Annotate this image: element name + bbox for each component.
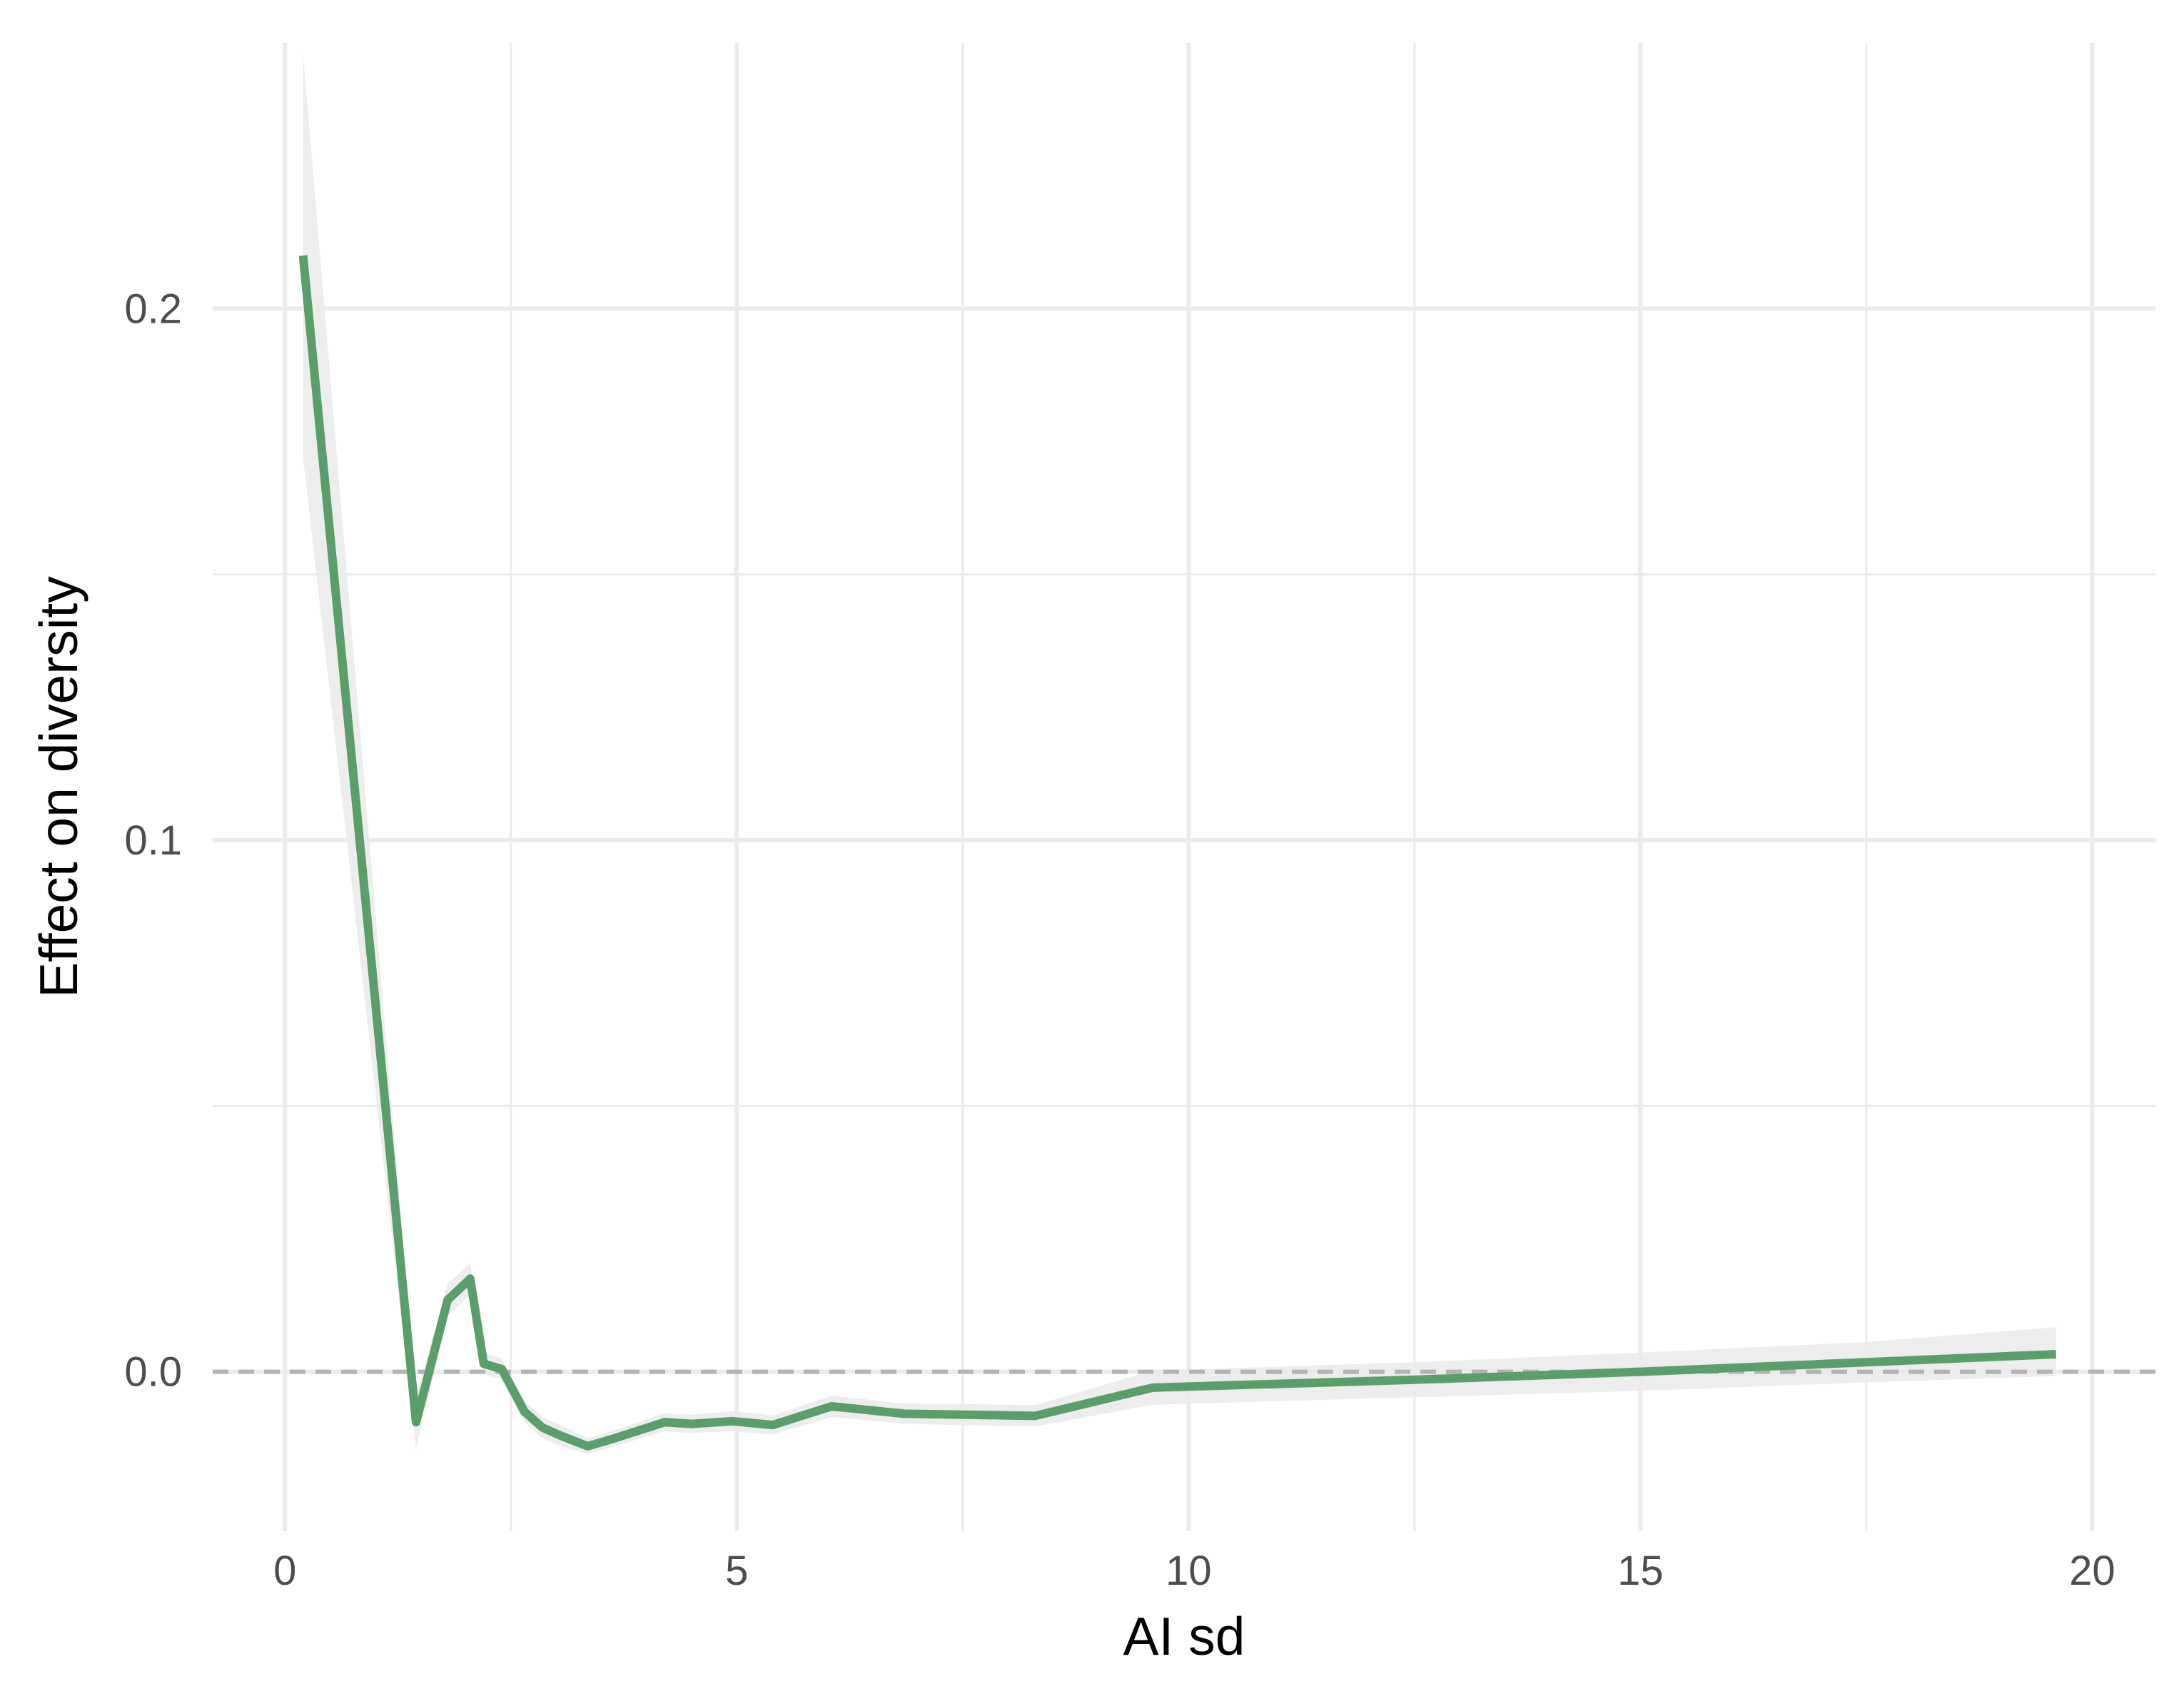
y-tick-label: 0.0 bbox=[124, 1349, 182, 1396]
y-axis-title: Effect on diversity bbox=[29, 576, 89, 998]
x-tick-label: 15 bbox=[1617, 1548, 1664, 1594]
series-line bbox=[298, 255, 2056, 1451]
y-tick-labels: 0.0 0.1 0.2 bbox=[124, 286, 182, 1395]
x-tick-labels: 0 5 10 15 20 bbox=[273, 1548, 2115, 1594]
x-tick-label: 20 bbox=[2069, 1548, 2115, 1594]
x-tick-label: 5 bbox=[725, 1548, 748, 1594]
y-tick-label: 0.1 bbox=[124, 817, 182, 864]
confidence-ribbon-layer bbox=[303, 53, 2056, 1454]
y-tick-label: 0.2 bbox=[124, 286, 182, 332]
x-tick-label: 10 bbox=[1166, 1548, 1212, 1594]
series-line-layer bbox=[298, 255, 2056, 1451]
x-axis-title: AI sd bbox=[1123, 1606, 1245, 1666]
grid-minor bbox=[213, 43, 2155, 1531]
confidence-ribbon bbox=[303, 53, 2056, 1454]
x-tick-label: 0 bbox=[273, 1548, 296, 1594]
grid-major bbox=[213, 43, 2155, 1531]
